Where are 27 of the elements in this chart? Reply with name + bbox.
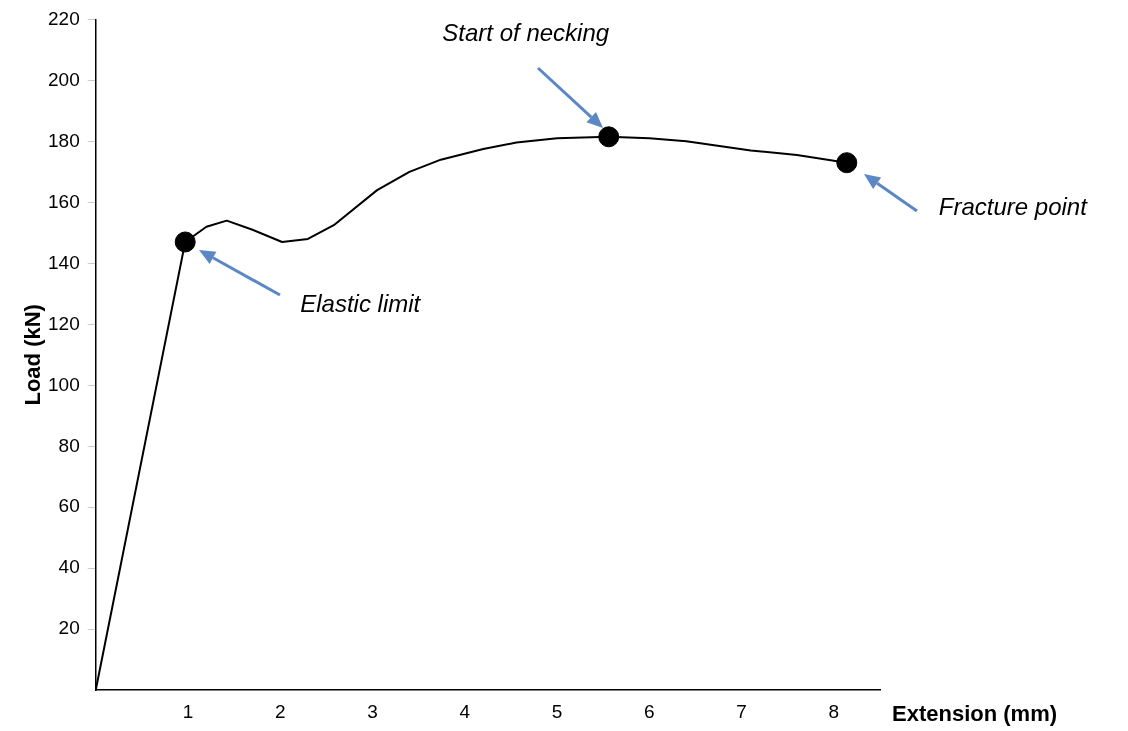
x-tick-label: 1 xyxy=(182,700,194,722)
annotation: Start of necking xyxy=(442,19,610,47)
y-tick-label: 160 xyxy=(48,190,80,212)
y-tick-label: 140 xyxy=(48,251,80,273)
y-tick-label: 180 xyxy=(48,129,80,151)
annotation: Elastic limit xyxy=(300,289,422,317)
x-tick-label: 8 xyxy=(828,700,840,722)
y-axis-title: Load (kN) xyxy=(20,304,46,406)
x-tick-label: 3 xyxy=(367,700,378,722)
point xyxy=(174,231,196,253)
y-tick-label: 120 xyxy=(48,312,80,334)
y-tick-label: 20 xyxy=(58,617,80,639)
x-tick-label: 4 xyxy=(459,700,471,722)
x-axis-title: Extension (mm) xyxy=(892,701,1058,727)
point xyxy=(598,126,620,148)
point xyxy=(836,152,858,174)
text: Fracture point xyxy=(938,193,1089,221)
x-tick-label: 6 xyxy=(644,700,655,722)
x-tick-label: 2 xyxy=(274,700,286,722)
x-tick-label: 5 xyxy=(551,700,563,722)
y-tick-label: 220 xyxy=(48,7,80,29)
y-tick-label: 60 xyxy=(58,495,80,517)
y-tick-label: 200 xyxy=(48,68,80,90)
y-tick-label: 40 xyxy=(58,556,80,578)
x-tick-label: 7 xyxy=(736,700,747,722)
y-tick-label: 80 xyxy=(58,434,80,456)
y-tick-label: 100 xyxy=(48,373,80,395)
